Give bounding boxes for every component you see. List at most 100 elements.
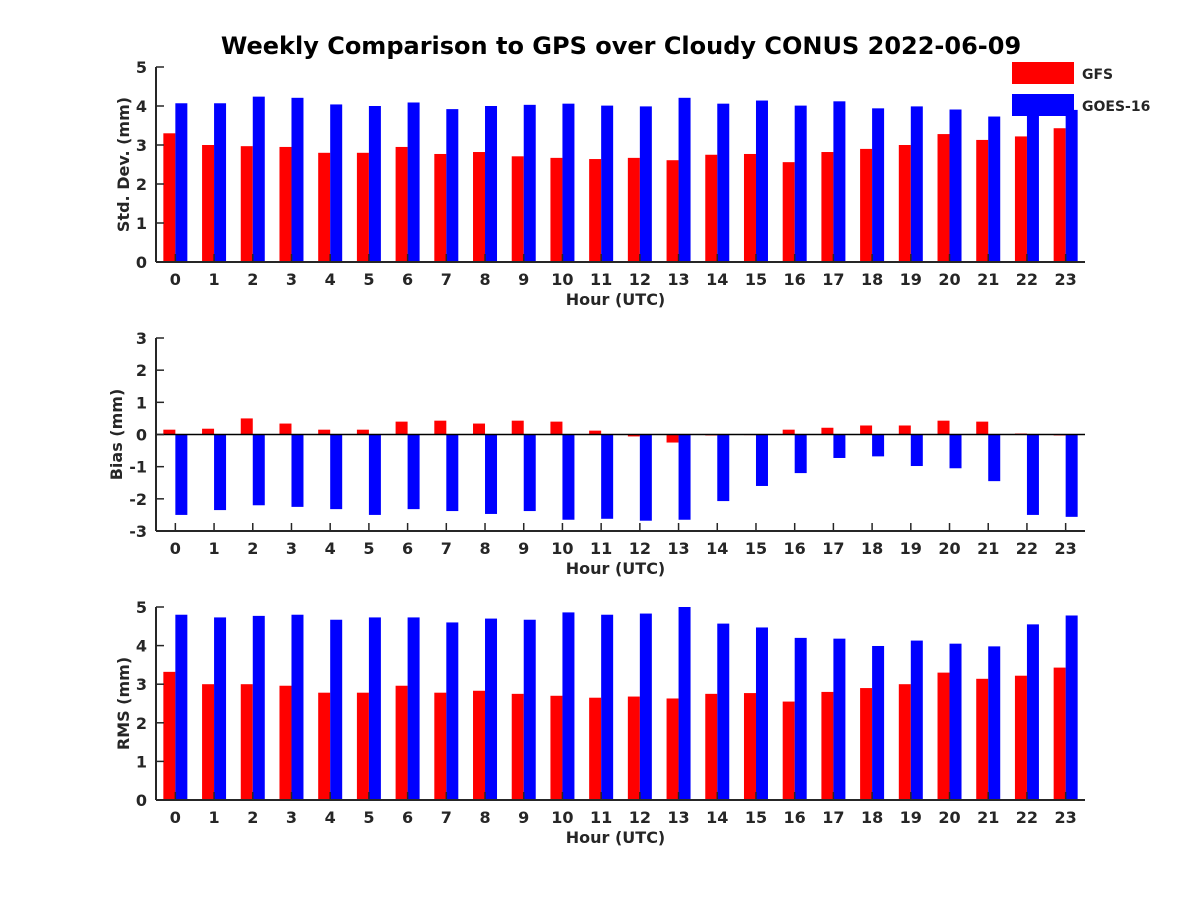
x-tick-label: 1 [208, 539, 219, 558]
bar-gfs-19 [898, 684, 911, 800]
bar-gfs-16 [782, 162, 795, 262]
bar-goes-16-7 [446, 434, 459, 512]
bar-goes-16-13 [678, 97, 691, 262]
x-axis-label: Hour (UTC) [566, 828, 666, 847]
bar-gfs-21 [976, 421, 989, 435]
bar-goes-16-6 [407, 617, 420, 800]
bar-goes-16-11 [601, 434, 614, 519]
x-axis-label: Hour (UTC) [566, 559, 666, 578]
x-tick-label: 23 [1055, 539, 1077, 558]
bar-gfs-21 [976, 139, 989, 262]
bar-gfs-20 [937, 134, 950, 262]
bar-gfs-0 [163, 671, 176, 800]
x-tick-label: 20 [938, 270, 960, 289]
x-tick-label: 12 [629, 270, 651, 289]
bar-gfs-3 [279, 146, 292, 262]
bar-gfs-5 [356, 692, 369, 800]
bar-gfs-15 [743, 693, 756, 800]
bar-goes-16-2 [252, 434, 265, 506]
bar-gfs-1 [202, 684, 215, 800]
bar-goes-16-0 [175, 434, 188, 515]
bar-goes-16-18 [872, 645, 885, 800]
bar-gfs-12 [627, 434, 640, 437]
bar-gfs-10 [550, 157, 563, 262]
bar-goes-16-8 [485, 434, 498, 514]
bar-goes-16-3 [291, 97, 304, 262]
bar-goes-16-17 [833, 101, 846, 262]
bar-goes-16-23 [1065, 615, 1078, 800]
bar-gfs-8 [473, 152, 486, 262]
bar-goes-16-19 [910, 106, 923, 262]
x-tick-label: 19 [900, 808, 922, 827]
bar-gfs-23 [1053, 128, 1066, 262]
x-tick-label: 5 [363, 539, 374, 558]
bar-gfs-11 [589, 697, 602, 800]
bar-goes-16-2 [252, 615, 265, 800]
bar-goes-16-0 [175, 103, 188, 263]
x-tick-label: 21 [977, 270, 999, 289]
x-tick-label: 9 [518, 808, 529, 827]
bar-gfs-20 [937, 672, 950, 800]
bar-goes-16-17 [833, 638, 846, 800]
x-tick-label: 13 [667, 539, 689, 558]
bar-gfs-2 [240, 684, 253, 800]
bar-goes-16-21 [988, 646, 1001, 800]
bar-gfs-18 [860, 425, 873, 435]
bar-goes-16-1 [214, 103, 227, 263]
bar-gfs-7 [434, 153, 447, 262]
bar-goes-16-23 [1065, 434, 1078, 517]
bar-gfs-14 [705, 154, 718, 262]
x-tick-label: 15 [745, 539, 767, 558]
bar-goes-16-17 [833, 434, 846, 458]
bar-goes-16-14 [717, 623, 730, 800]
bar-gfs-20 [937, 420, 950, 435]
x-tick-label: 21 [977, 539, 999, 558]
bar-goes-16-22 [1026, 434, 1039, 515]
bar-goes-16-23 [1065, 109, 1078, 263]
bar-gfs-4 [318, 692, 331, 800]
x-tick-label: 21 [977, 808, 999, 827]
x-tick-label: 22 [1016, 270, 1038, 289]
y-tick-label: 1 [136, 752, 147, 771]
bar-goes-16-10 [562, 103, 575, 262]
y-tick-label: -2 [129, 490, 147, 509]
bar-gfs-6 [395, 685, 408, 800]
bar-goes-16-16 [794, 105, 807, 262]
y-tick-label: 1 [136, 393, 147, 412]
y-axis-label: Bias (mm) [107, 389, 126, 481]
bar-goes-16-18 [872, 108, 885, 262]
legend-label-goes-16: GOES-16 [1082, 99, 1150, 115]
x-tick-label: 2 [247, 270, 258, 289]
bar-gfs-4 [318, 429, 331, 435]
x-tick-label: 3 [286, 539, 297, 558]
bar-goes-16-20 [949, 434, 962, 469]
bar-goes-16-9 [523, 619, 536, 800]
bar-gfs-18 [860, 148, 873, 262]
x-tick-label: 6 [402, 270, 413, 289]
bar-gfs-4 [318, 152, 331, 262]
y-tick-label: 0 [136, 426, 147, 445]
bar-goes-16-2 [252, 96, 265, 262]
bar-gfs-9 [511, 693, 524, 800]
bar-gfs-10 [550, 695, 563, 800]
y-tick-label: 3 [136, 136, 147, 155]
bar-gfs-22 [1014, 136, 1027, 262]
x-tick-label: 14 [706, 808, 728, 827]
y-tick-label: -3 [129, 522, 147, 541]
bar-gfs-17 [821, 427, 834, 435]
bar-goes-16-12 [639, 613, 652, 800]
bar-goes-16-11 [601, 614, 614, 800]
bar-gfs-2 [240, 418, 253, 435]
x-tick-label: 5 [363, 808, 374, 827]
bar-goes-16-16 [794, 434, 807, 474]
bar-gfs-21 [976, 678, 989, 800]
bar-goes-16-7 [446, 622, 459, 800]
bar-gfs-16 [782, 701, 795, 800]
bar-goes-16-1 [214, 617, 227, 800]
x-tick-label: 8 [479, 808, 490, 827]
bar-goes-16-21 [988, 116, 1001, 262]
